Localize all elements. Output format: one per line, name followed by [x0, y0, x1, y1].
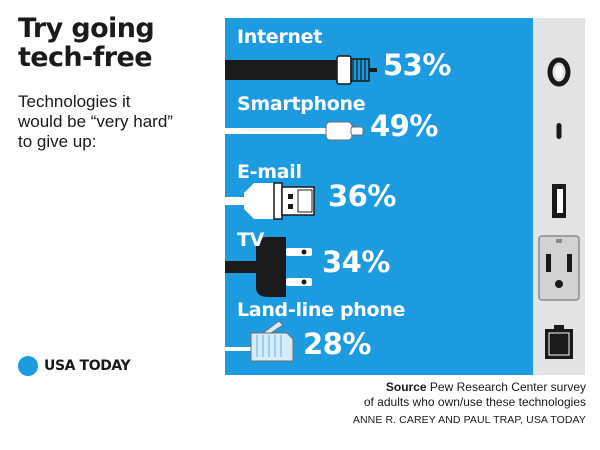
power-plug-prong: [286, 248, 312, 256]
value-label: 28%: [303, 327, 371, 361]
lightning-port-icon: [556, 123, 562, 139]
cable-bar-smartphone: [225, 121, 364, 141]
power-prong-hole: [301, 279, 307, 285]
coax-cable-body: [225, 60, 339, 80]
value-label: 49%: [370, 109, 438, 143]
outlet-slot: [567, 254, 572, 272]
phone-cable-body: [225, 347, 253, 351]
power-plug-body: [256, 237, 286, 297]
usb-cable-body: [225, 197, 246, 205]
cable-bar-land-line-phone: [225, 320, 294, 362]
cable-bar-tv: [225, 237, 312, 297]
lightning-cable-body: [225, 128, 328, 134]
chart-panel: Internet 53% Smartphone 49% E-mail 36% TV 34% La…: [225, 18, 533, 375]
cable-bar-internet: [225, 55, 377, 85]
power-prong-hole: [301, 249, 307, 255]
phone-jack-inner: [548, 332, 570, 356]
cable-bar-e-mail: [225, 182, 315, 220]
category-label: Smartphone: [237, 93, 366, 115]
phone-jack-port-icon: [545, 329, 573, 359]
usb-plug-hole: [288, 194, 293, 199]
outlets-layer: [538, 57, 580, 359]
usb-plug-hole: [288, 204, 293, 209]
source-line-2: of adults who own/use these technologies: [363, 395, 586, 409]
title-line-1: Try going: [18, 13, 155, 44]
coaxial-port-icon: [547, 57, 571, 87]
outlet-screw: [556, 239, 562, 243]
logo-text: USA TODAY: [44, 358, 131, 374]
category-label: Land-line phone: [237, 299, 406, 321]
subtitle-line-2: would be “very hard”: [18, 112, 173, 131]
source-note: Source Pew Research Center survey of adu…: [206, 380, 586, 410]
category-label: Internet: [237, 26, 323, 48]
usb-grip: [273, 182, 283, 220]
credit-line: ANNE R. CAREY AND PAUL TRAP, USA TODAY: [352, 414, 586, 426]
usb-plug-inner: [297, 189, 313, 213]
coaxial-port-center: [555, 66, 563, 78]
power-cable-body: [225, 261, 260, 273]
value-label: 34%: [322, 245, 390, 279]
logo-dot-icon: [18, 356, 38, 376]
phone-jack-notch: [554, 325, 564, 331]
coax-pin: [369, 68, 377, 72]
outlet-ground-hole: [555, 280, 563, 288]
outlet-slot: [546, 254, 551, 272]
source-text: Pew Research Center survey: [429, 380, 586, 394]
lightning-connector-tip: [350, 126, 364, 136]
usb-strain-relief: [244, 183, 274, 219]
usb-port-tongue: [557, 189, 563, 213]
lightning-connector-housing: [325, 121, 353, 141]
value-label: 36%: [328, 179, 396, 213]
chart-subtitle: Technologies it would be “very hard” to …: [18, 92, 218, 152]
cables-layer: [225, 55, 377, 362]
power-outlet-icon: [538, 235, 580, 301]
coax-connector-nut: [350, 58, 370, 82]
power-plug-prong: [286, 278, 312, 286]
subtitle-line-3: to give up:: [18, 132, 97, 151]
title-line-2: tech-free: [18, 42, 153, 73]
value-label: 53%: [383, 48, 451, 82]
phone-connector-body: [250, 332, 294, 362]
subtitle-line-1: Technologies it: [18, 92, 131, 111]
source-line-1: Source Pew Research Center survey: [206, 380, 586, 395]
source-label: Source: [385, 380, 427, 394]
category-label: TV: [237, 229, 265, 251]
phone-connector-clip: [261, 320, 284, 334]
chart-title: Try going tech-free: [18, 14, 218, 72]
usa-today-logo: USA TODAY: [18, 355, 131, 377]
outlet-column: [533, 18, 585, 375]
category-label: E-mail: [237, 161, 302, 183]
coax-connector-collar: [336, 55, 352, 85]
coax-cable-end: [225, 60, 227, 80]
